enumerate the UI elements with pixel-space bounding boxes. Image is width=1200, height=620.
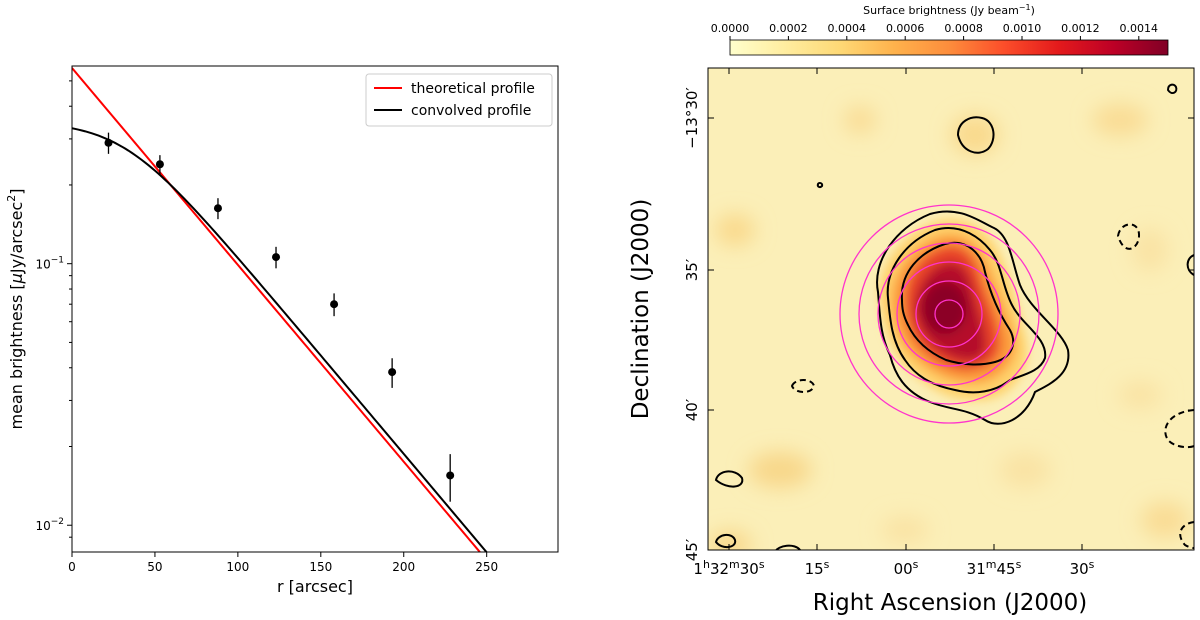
data-point <box>213 204 222 213</box>
contour-left-bottom <box>714 470 744 488</box>
contour-middle <box>886 227 1047 394</box>
colorbar-gradient <box>729 39 1169 56</box>
ra-tick-label: 30s <box>1070 558 1095 578</box>
profile-x-tick-label: 200 <box>392 560 415 574</box>
contour-outer <box>876 210 1070 425</box>
contour-dot <box>816 181 824 189</box>
colorbar-label: Surface brightness (Jy beam−1) <box>863 3 1035 17</box>
dec-tick-label: 45′ <box>683 538 701 561</box>
profile-plot-area <box>72 67 488 552</box>
colorbar-tick-label: 0.0006 <box>886 22 925 35</box>
ra-tick-label: 00s <box>894 558 919 578</box>
ra-tick-label: 31m45s <box>967 558 1022 578</box>
map-ticks: 1h32m30s 15s 00s 31m45s 30s −13°30′ 35′ 40′ 45′ <box>683 68 1194 578</box>
data-point <box>330 300 339 309</box>
legend-label-convolved: convolved profile <box>411 103 531 119</box>
profile-x-tick-label: 100 <box>226 560 249 574</box>
data-point <box>446 471 455 480</box>
profile-y-tick-label: 10−1 <box>35 256 64 272</box>
colorbar-tick-label: 0.0014 <box>1120 22 1159 35</box>
ra-tick-label: 1h32m30s <box>693 558 764 578</box>
colorbar-tick-label: 0.0008 <box>944 22 983 35</box>
convolved-profile-line <box>72 127 488 552</box>
map-x-axis-label: Right Ascension (J2000) <box>813 590 1088 616</box>
legend-box <box>365 73 553 127</box>
profile-y-axis-label: mean brightness [μJy/arcsec2] <box>5 188 26 429</box>
data-point <box>155 160 164 169</box>
contour-top-blob <box>956 116 995 154</box>
dec-tick-label: 35′ <box>683 258 701 281</box>
annulus-circle <box>858 223 1040 405</box>
map-axes-frame <box>707 67 1195 551</box>
contour-corner-top <box>1166 83 1178 94</box>
contour-left-corner <box>714 534 737 548</box>
map-y-axis-label: Declination (J2000) <box>628 199 654 420</box>
colorbar-tick-label: 0.0000 <box>711 22 750 35</box>
dec-tick-label: −13°30′ <box>683 87 701 149</box>
ra-tick-label: 15s <box>805 558 830 578</box>
negative-contour-right <box>1116 223 1141 250</box>
map-image-area <box>708 68 1194 550</box>
colorbar: 0.0000 0.0002 0.0004 0.0006 0.0008 0.0010 0.00… <box>711 3 1169 56</box>
profile-x-tick-label: 150 <box>309 560 332 574</box>
profile-x-tick-label: 50 <box>147 560 162 574</box>
radio-map-panel: 1h32m30s 15s 00s 31m45s 30s−13°30′35′40′45′ … <box>628 3 1195 616</box>
profile-x-tick-label: 250 <box>475 560 498 574</box>
colorbar-tick-label: 0.0004 <box>828 22 867 35</box>
negative-contour-bottom-right <box>1179 521 1194 549</box>
annulus-circle <box>915 280 983 348</box>
data-point <box>388 368 397 377</box>
data-point <box>272 253 281 262</box>
colorbar-tick-label: 0.0002 <box>769 22 808 35</box>
legend-label-theoretical: theoretical profile <box>411 81 535 97</box>
data-point <box>104 138 113 147</box>
profile-x-tick-label: 0 <box>68 560 76 574</box>
annulus-circle <box>896 261 1002 367</box>
annuli-group <box>839 204 1059 424</box>
contour-lines <box>714 83 1194 550</box>
contour-right-edge <box>1186 254 1194 276</box>
profile-legend: theoretical profile convolved profile <box>365 73 553 127</box>
annulus-circle <box>839 204 1059 424</box>
annulus-circle <box>934 299 964 329</box>
theoretical-profile-line <box>72 67 482 552</box>
colorbar-tick-label: 0.0012 <box>1061 22 1100 35</box>
radial-profile-panel: 0 50 100 150 200 250 10−1 10−2 r [arcsec] mean … <box>5 65 559 596</box>
annulus-circle <box>877 242 1021 386</box>
negative-contour-left <box>790 379 816 393</box>
profile-y-tick-label: 10−2 <box>35 517 64 533</box>
profile-x-axis-label: r [arcsec] <box>277 577 353 596</box>
colorbar-tick-label: 0.0010 <box>1003 22 1042 35</box>
contour-bottom-edge <box>775 544 801 550</box>
negative-contours <box>790 223 1194 549</box>
profile-ticks: 0 50 100 150 200 250 10−1 10−2 <box>35 80 498 574</box>
dec-tick-label: 40′ <box>683 398 701 421</box>
colorbar-ticks: 0.0000 0.0002 0.0004 0.0006 0.0008 0.0010 0.00… <box>711 22 1158 40</box>
profile-axes-frame <box>71 65 559 553</box>
